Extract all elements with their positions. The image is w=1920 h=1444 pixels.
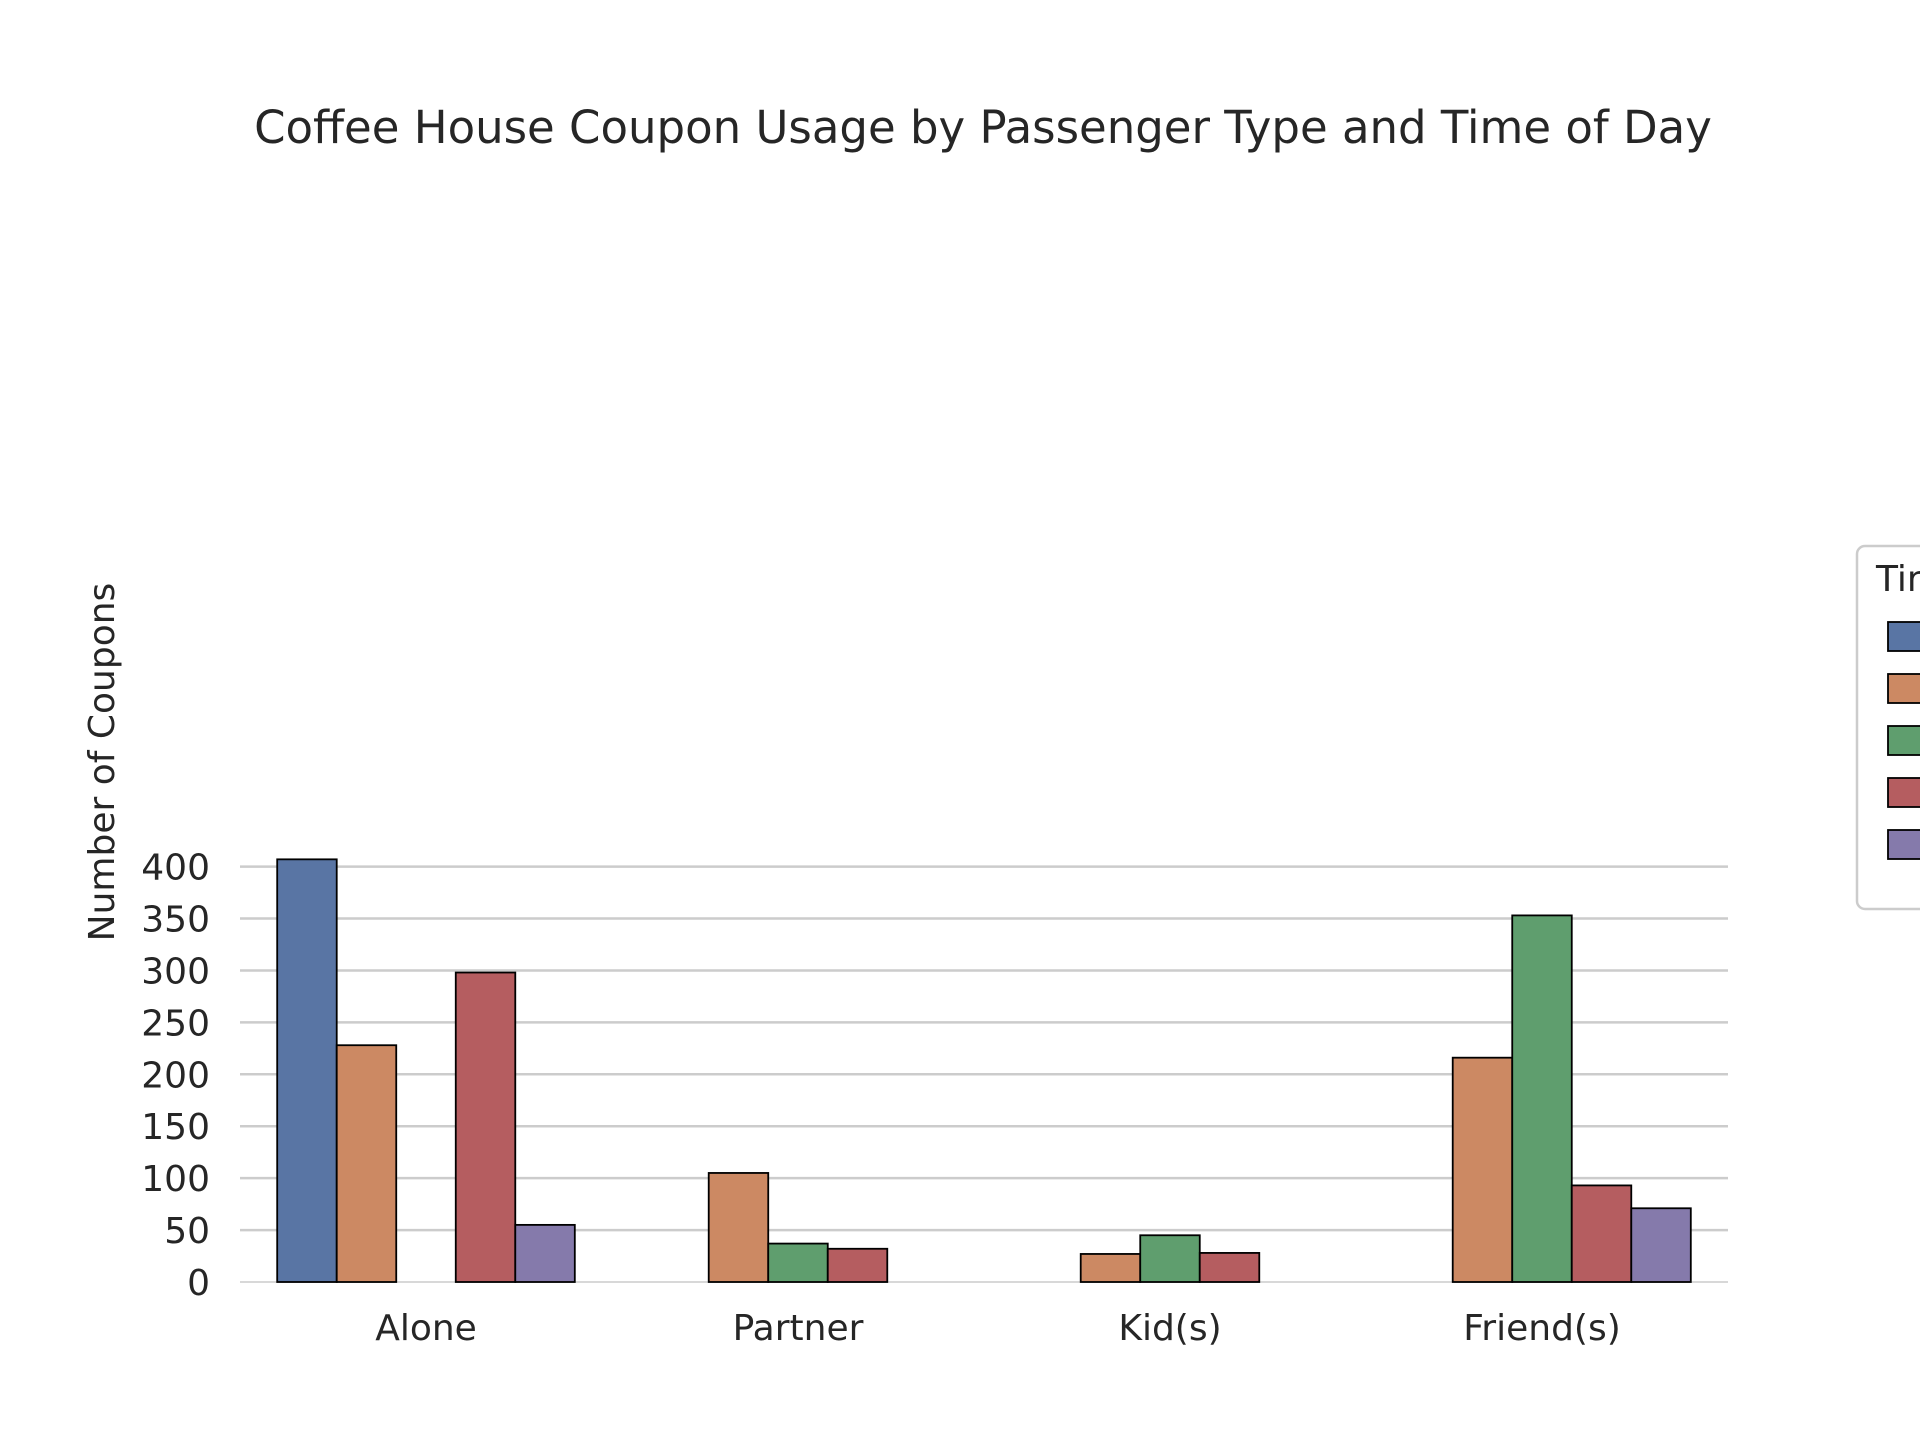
x-tick-label: Kid(s)	[1118, 1308, 1221, 1349]
legend: Tir	[1855, 544, 1920, 911]
y-tick-label: 150	[141, 1107, 210, 1148]
legend-swatch-series-1	[1887, 621, 1920, 652]
bar-friends-series-4	[1570, 1184, 1633, 1283]
x-tick-label: Alone	[375, 1308, 477, 1349]
legend-items	[1887, 621, 1920, 860]
y-axis-ticks: 0 50 100 150 200 250 300 350 400	[141, 848, 210, 1304]
bar-kids-series-2	[1079, 1253, 1142, 1283]
legend-title: Tir	[1875, 559, 1920, 600]
bar-kids-series-4	[1198, 1252, 1261, 1283]
x-axis-ticks: Alone Partner Kid(s) Friend(s)	[375, 1308, 1621, 1349]
y-tick-label: 350	[141, 900, 210, 941]
bar-friends-series-2	[1451, 1056, 1514, 1283]
x-tick-label: Friend(s)	[1463, 1308, 1621, 1349]
bars	[276, 858, 1692, 1283]
y-tick-label: 100	[141, 1159, 210, 1200]
y-tick-label: 300	[141, 951, 210, 992]
legend-swatch-series-3	[1887, 725, 1920, 756]
y-tick-label: 250	[141, 1003, 210, 1044]
y-axis-label: Number of Coupons	[82, 583, 123, 942]
bar-alone-series-2	[335, 1044, 398, 1283]
y-tick-label: 50	[164, 1211, 210, 1252]
bar-kids-series-3	[1139, 1234, 1201, 1283]
legend-swatch-series-2	[1887, 673, 1920, 704]
x-tick-label: Partner	[733, 1308, 864, 1349]
bar-friends-series-5	[1630, 1207, 1692, 1283]
bar-partner-series-3	[767, 1242, 829, 1283]
bar-alone-series-4	[454, 971, 517, 1283]
bar-alone-series-1	[276, 858, 338, 1283]
bar-friends-series-3	[1511, 914, 1573, 1283]
chart-title: Coffee House Coupon Usage by Passenger T…	[254, 101, 1712, 154]
bar-alone-series-5	[514, 1223, 576, 1283]
bar-partner-series-2	[707, 1172, 770, 1283]
legend-swatch-series-4	[1887, 777, 1920, 808]
bar-partner-series-4	[826, 1247, 889, 1283]
y-tick-label: 0	[187, 1263, 210, 1304]
legend-swatch-series-5	[1887, 829, 1920, 860]
y-tick-label: 200	[141, 1055, 210, 1096]
y-tick-label: 400	[141, 848, 210, 889]
